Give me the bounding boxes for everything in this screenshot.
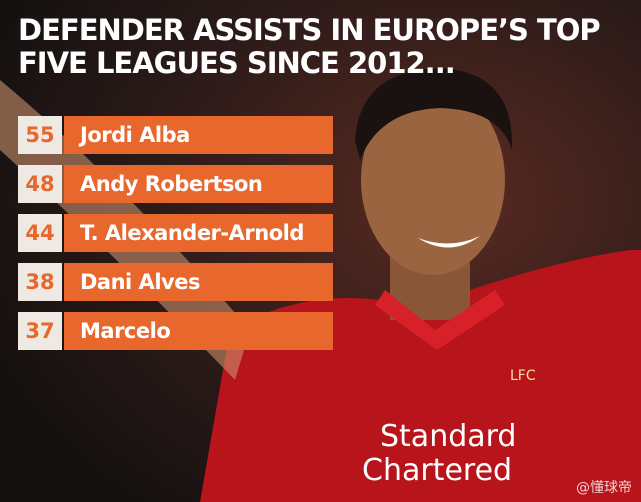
sponsor-text: Standard [380,419,516,454]
assist-count: 44 [25,221,54,245]
value-box [18,312,62,350]
assist-count: 55 [25,123,54,147]
name-bar [64,116,333,154]
player-name: Jordi Alba [78,123,190,147]
assist-count: 38 [25,270,54,294]
player-name: Andy Robertson [80,172,262,196]
watermark: @懂球帝 [576,480,632,496]
player-name: Dani Alves [80,270,200,294]
title-line: FIVE LEAGUES SINCE 2012... [18,46,455,80]
player-name: T. Alexander-Arnold [80,221,304,245]
assist-count: 37 [25,319,54,343]
value-box [18,263,62,301]
assist-count: 48 [25,172,54,196]
player-name: Marcelo [80,319,170,343]
name-bar [64,312,333,350]
name-bar [64,165,333,203]
value-box [18,116,62,154]
sponsor-text: Chartered [362,453,512,488]
value-box [18,214,62,252]
ranking-list: 55 Jordi Alba 48 Andy Robertson 44 T. Alexand… [18,116,333,350]
crest-text: LFC [510,368,536,384]
name-bar [64,263,333,301]
name-bar [64,214,333,252]
title-line: DEFENDER ASSISTS IN EUROPE’S TOP [18,13,600,47]
value-box [18,165,62,203]
